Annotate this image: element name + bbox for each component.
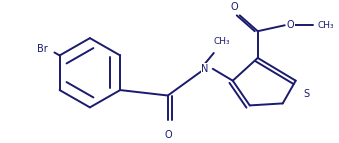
Text: O: O: [164, 130, 172, 140]
Text: N: N: [201, 64, 208, 74]
Text: O: O: [230, 2, 238, 12]
Text: CH₃: CH₃: [318, 21, 334, 30]
Text: Br: Br: [37, 43, 47, 53]
Text: O: O: [287, 20, 294, 30]
Text: CH₃: CH₃: [214, 37, 231, 46]
Text: S: S: [304, 89, 310, 99]
